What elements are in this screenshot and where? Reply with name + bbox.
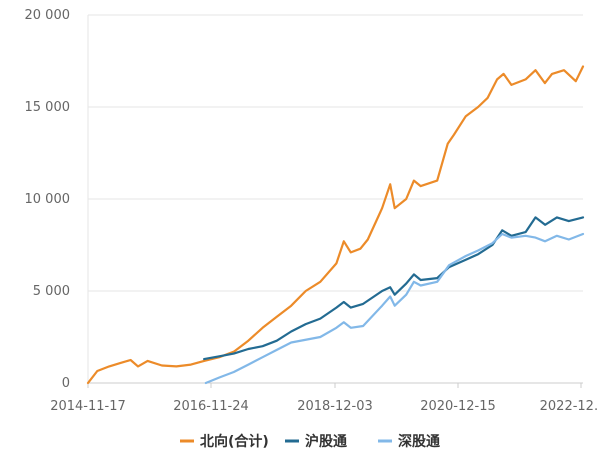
x-tick-label: 2016-11-24 bbox=[173, 399, 249, 414]
y-tick-label: 10 000 bbox=[25, 192, 71, 207]
series-line-1 bbox=[203, 216, 585, 361]
legend-label: 沪股通 bbox=[305, 433, 347, 450]
y-tick-label: 20 000 bbox=[25, 8, 71, 23]
legend-label: 北向(合计) bbox=[200, 433, 269, 450]
chart-legend[interactable]: 北向(合计) 沪股通 深股通 bbox=[180, 433, 440, 450]
x-tick-label: 2018-12-03 bbox=[297, 399, 373, 414]
y-tick-label: 0 bbox=[62, 376, 70, 391]
legend-label: 深股通 bbox=[398, 433, 440, 450]
x-tick-label: 2014-11-17 bbox=[50, 399, 126, 414]
x-tick-label: 2020-12-15 bbox=[420, 399, 496, 414]
y-axis-tick-labels: 0 5 000 10 000 15 000 20 000 bbox=[25, 8, 71, 391]
y-tick-label: 15 000 bbox=[25, 100, 71, 115]
series-lines bbox=[86, 65, 585, 385]
x-tick-label: 2022-12... bbox=[540, 399, 598, 414]
legend-item-0[interactable]: 北向(合计) bbox=[180, 433, 269, 450]
x-axis: 2014-11-17 2016-11-24 2018-12-03 2020-12-15… bbox=[50, 382, 598, 414]
grid-lines bbox=[87, 14, 583, 383]
y-tick-label: 5 000 bbox=[33, 284, 70, 299]
series-line-2 bbox=[204, 232, 585, 385]
series-line-0 bbox=[86, 65, 585, 385]
legend-item-2[interactable]: 深股通 bbox=[378, 433, 440, 450]
legend-item-1[interactable]: 沪股通 bbox=[285, 433, 347, 450]
